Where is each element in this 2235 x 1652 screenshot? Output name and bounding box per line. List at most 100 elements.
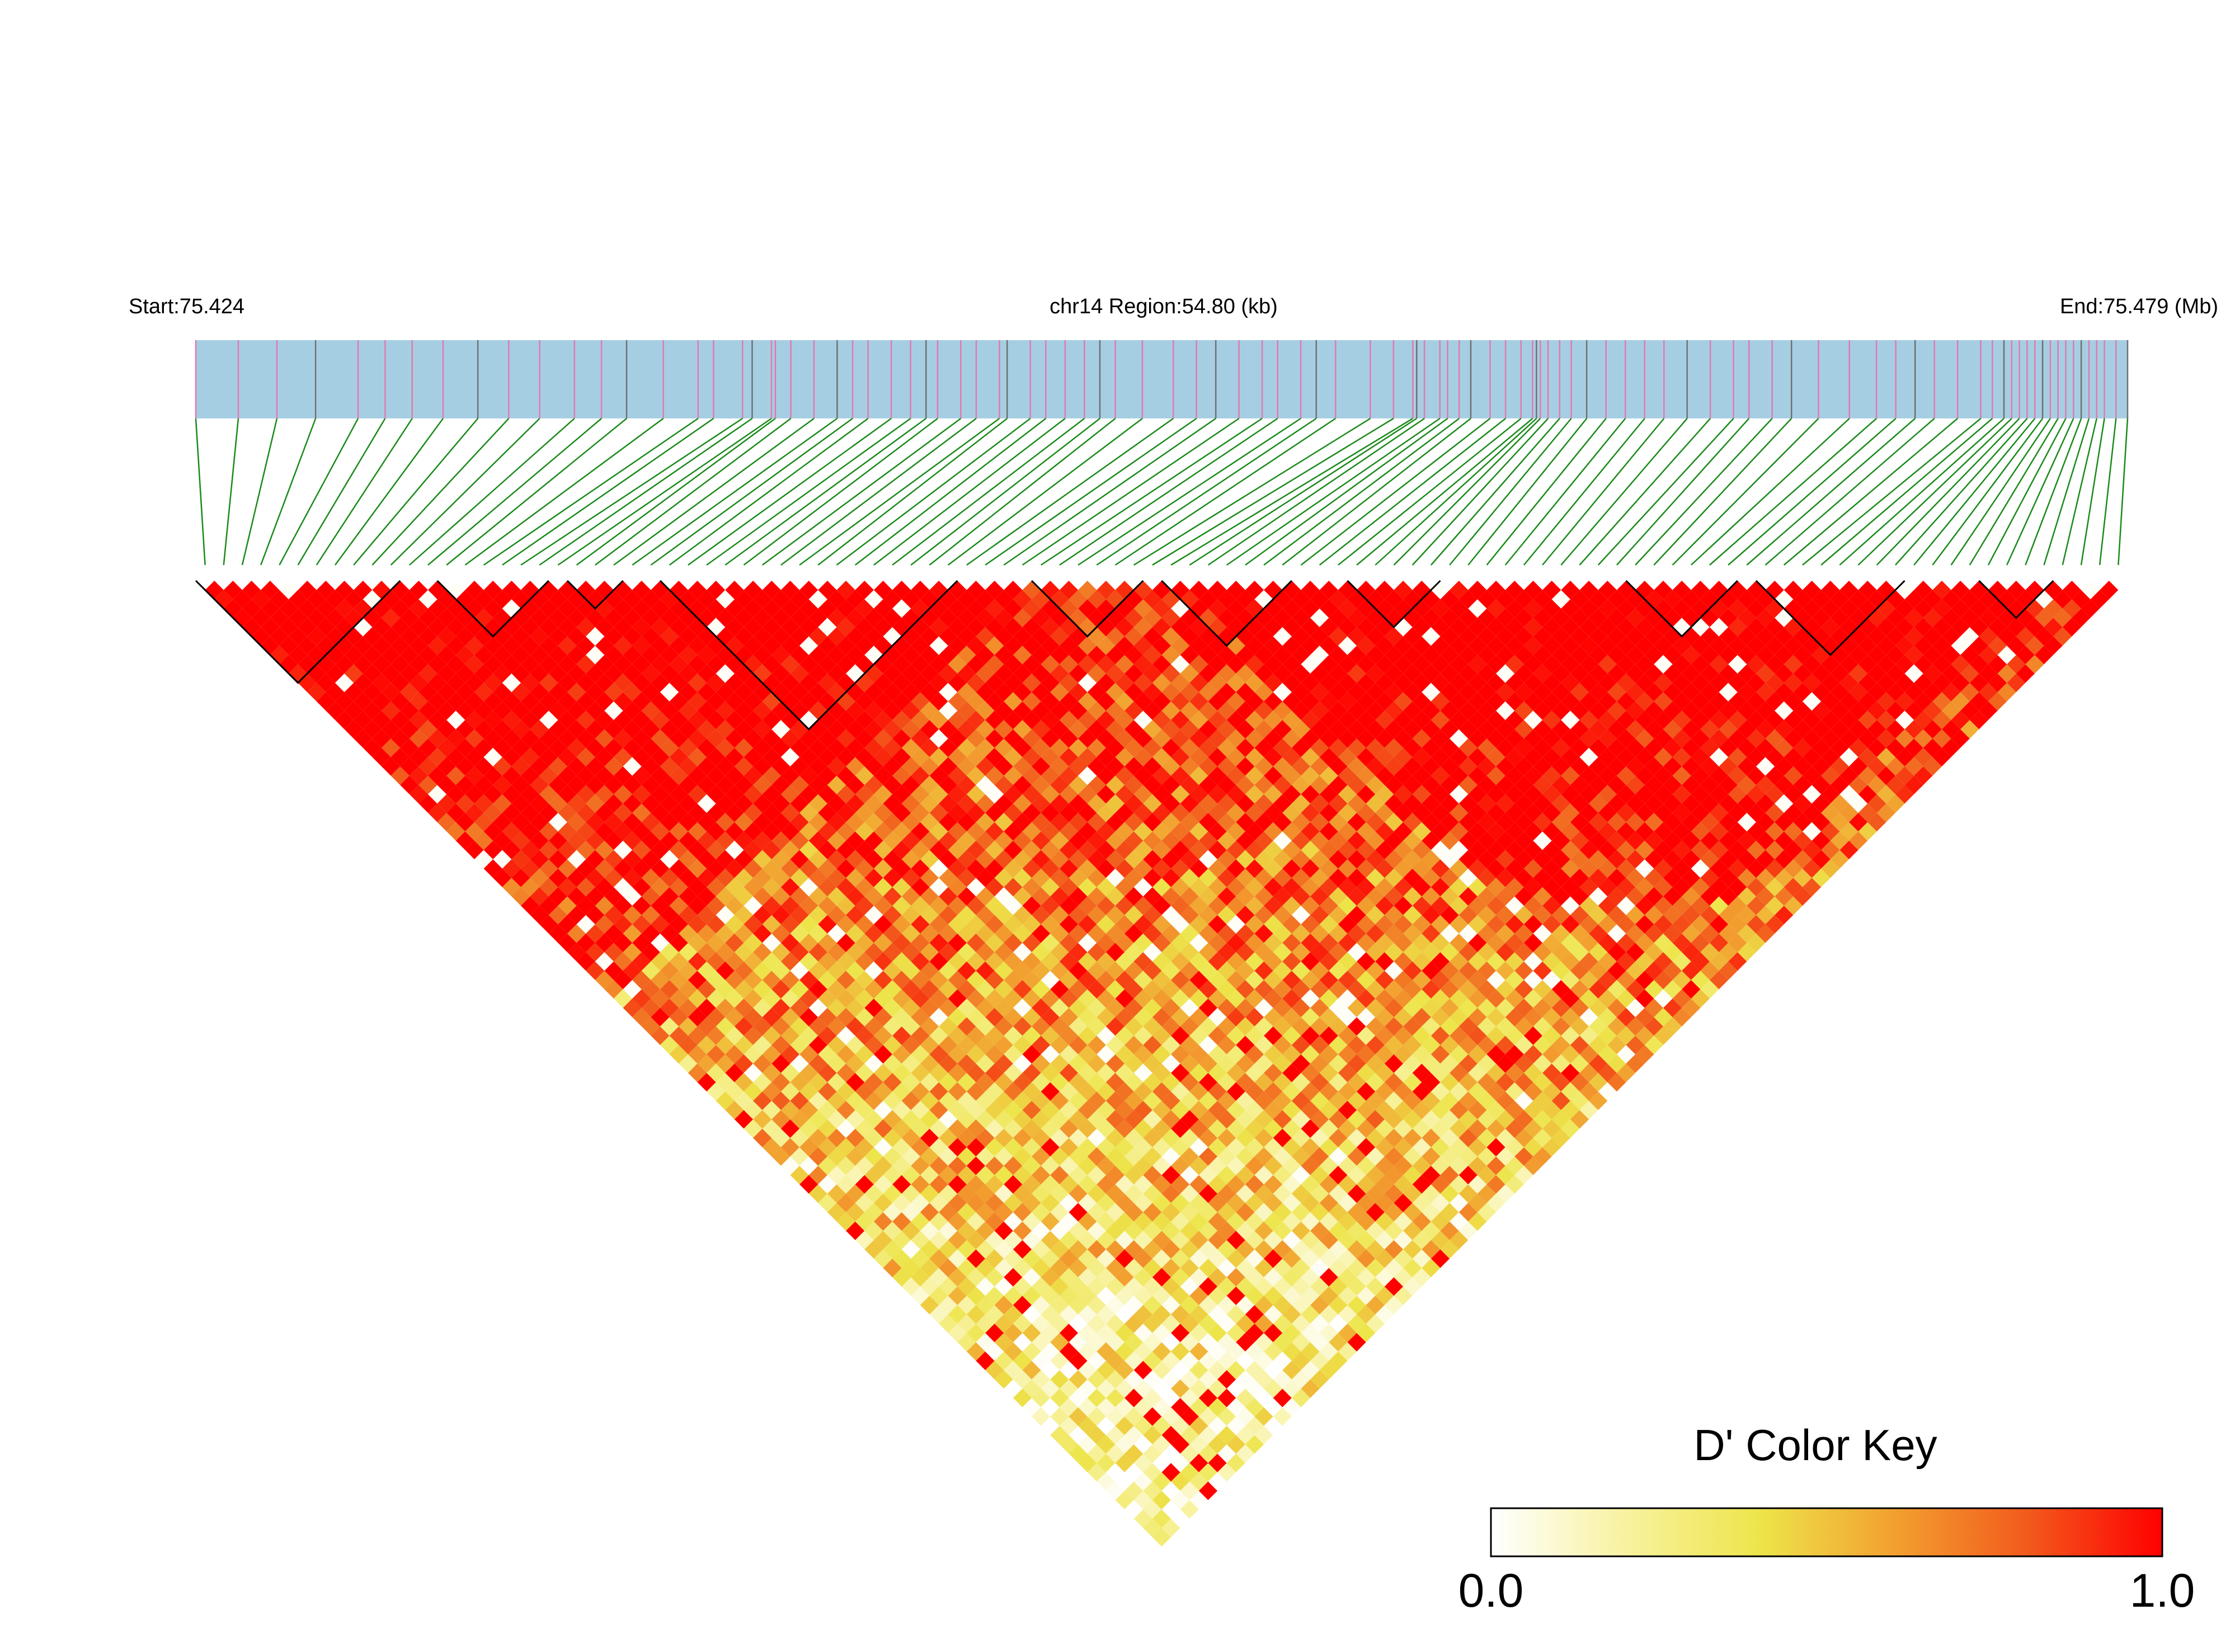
- ld-cell: [1087, 1463, 1106, 1482]
- ld-cell: [836, 1008, 855, 1027]
- ld-cell: [632, 766, 651, 785]
- ld-cell: [548, 701, 567, 720]
- ld-cell: [1069, 1425, 1088, 1444]
- ld-cell: [623, 701, 642, 720]
- ld-cell: [707, 859, 726, 878]
- ld-cell: [1013, 1296, 1032, 1315]
- ld-cell: [1105, 1296, 1125, 1315]
- ld-cell: [307, 608, 326, 627]
- ld-cell: [1087, 1240, 1106, 1259]
- ld-cell: [818, 971, 837, 990]
- ld-cell: [595, 729, 614, 748]
- snp-connector-line: [688, 417, 892, 566]
- snp-connector-line: [1059, 417, 1278, 566]
- ld-cell: [382, 608, 401, 627]
- ld-cell: [1254, 1314, 1273, 1333]
- ld-cell: [1069, 1128, 1088, 1147]
- ld-cell: [1180, 1425, 1199, 1444]
- ld-cell: [1050, 1184, 1069, 1203]
- ld-cell: [855, 1212, 874, 1231]
- ld-cell: [502, 747, 521, 766]
- ld-cell: [344, 720, 363, 739]
- snp-connector-line: [279, 418, 359, 566]
- ld-cell: [382, 683, 401, 702]
- ld-cell: [1004, 1286, 1023, 1305]
- ld-cell: [1254, 1333, 1273, 1352]
- ld-cell: [855, 1138, 874, 1157]
- ld-cell: [1087, 1370, 1106, 1389]
- ld-cell: [846, 887, 865, 906]
- ld-cell: [1013, 1370, 1032, 1389]
- ld-cell: [1050, 1277, 1069, 1296]
- ld-cell: [390, 710, 410, 729]
- ld-cell: [446, 599, 465, 618]
- ld-cell: [790, 961, 809, 980]
- ld-cell: [1133, 1453, 1152, 1472]
- ld-cell: [446, 710, 465, 729]
- ld-cell: [437, 757, 456, 776]
- ld-cell: [808, 1128, 827, 1147]
- ld-cell: [586, 831, 605, 850]
- ld-cell: [679, 906, 698, 925]
- ld-cell: [632, 878, 651, 897]
- ld-cell: [1050, 1389, 1069, 1408]
- ld-cell: [957, 1054, 976, 1073]
- ld-cell: [790, 980, 809, 999]
- ld-cell: [1013, 1389, 1032, 1408]
- ld-cell: [1208, 1397, 1227, 1417]
- ld-cell: [780, 1156, 800, 1175]
- ld-cell: [1022, 1324, 1041, 1343]
- ld-cell: [920, 943, 939, 962]
- ld-cell: [660, 906, 679, 925]
- ld-cell: [744, 952, 763, 971]
- ld-cell: [855, 878, 874, 897]
- ld-cell: [864, 1128, 883, 1147]
- ld-cell: [762, 859, 781, 878]
- ld-cell: [929, 971, 948, 990]
- ld-cell: [808, 999, 827, 1018]
- ld-cell: [1059, 1231, 1079, 1250]
- ld-cell: [289, 627, 308, 646]
- ld-cell: [660, 757, 679, 776]
- ld-cell: [614, 915, 633, 934]
- ld-cell: [1161, 1203, 1180, 1222]
- ld-cell: [697, 906, 716, 925]
- ld-cell: [771, 961, 791, 980]
- ld-cell: [660, 924, 679, 943]
- ld-cell: [883, 1184, 902, 1203]
- snp-connector-line: [669, 417, 869, 566]
- ld-cell: [1059, 1156, 1079, 1175]
- ld-cell: [400, 701, 419, 720]
- ld-cell: [948, 1082, 967, 1101]
- snp-connector-line: [966, 417, 1174, 566]
- ld-cell: [1161, 1481, 1180, 1500]
- ld-cell: [465, 655, 484, 674]
- ld-cell: [1050, 1407, 1069, 1426]
- ld-cell: [558, 747, 577, 766]
- ld-cell: [1087, 1165, 1106, 1185]
- ld-cell: [790, 924, 809, 943]
- ld-cell: [790, 1128, 809, 1147]
- ld-cell: [539, 878, 558, 897]
- ld-cell: [855, 1193, 874, 1212]
- ld-cell: [734, 1072, 754, 1092]
- ld-cell: [1059, 1361, 1079, 1380]
- ld-cell: [753, 1110, 772, 1129]
- ld-cell: [1022, 1212, 1041, 1231]
- ld-cell: [335, 581, 354, 600]
- ld-cell: [911, 1286, 930, 1305]
- ld-cell: [901, 1240, 920, 1259]
- ld-cell: [1022, 1138, 1041, 1157]
- ld-cell: [744, 1100, 763, 1119]
- ld-cell: [1069, 1184, 1088, 1203]
- ld-cell: [548, 813, 567, 832]
- ld-cell: [641, 999, 660, 1018]
- ld-cell: [1041, 1175, 1060, 1194]
- ld-cell: [651, 803, 670, 822]
- snp-connector-line: [1263, 418, 1460, 566]
- snp-connector-line: [780, 418, 977, 566]
- ld-cell: [669, 878, 688, 897]
- ld-cell: [614, 840, 633, 859]
- ld-cell: [428, 655, 447, 674]
- ld-cell: [567, 887, 586, 906]
